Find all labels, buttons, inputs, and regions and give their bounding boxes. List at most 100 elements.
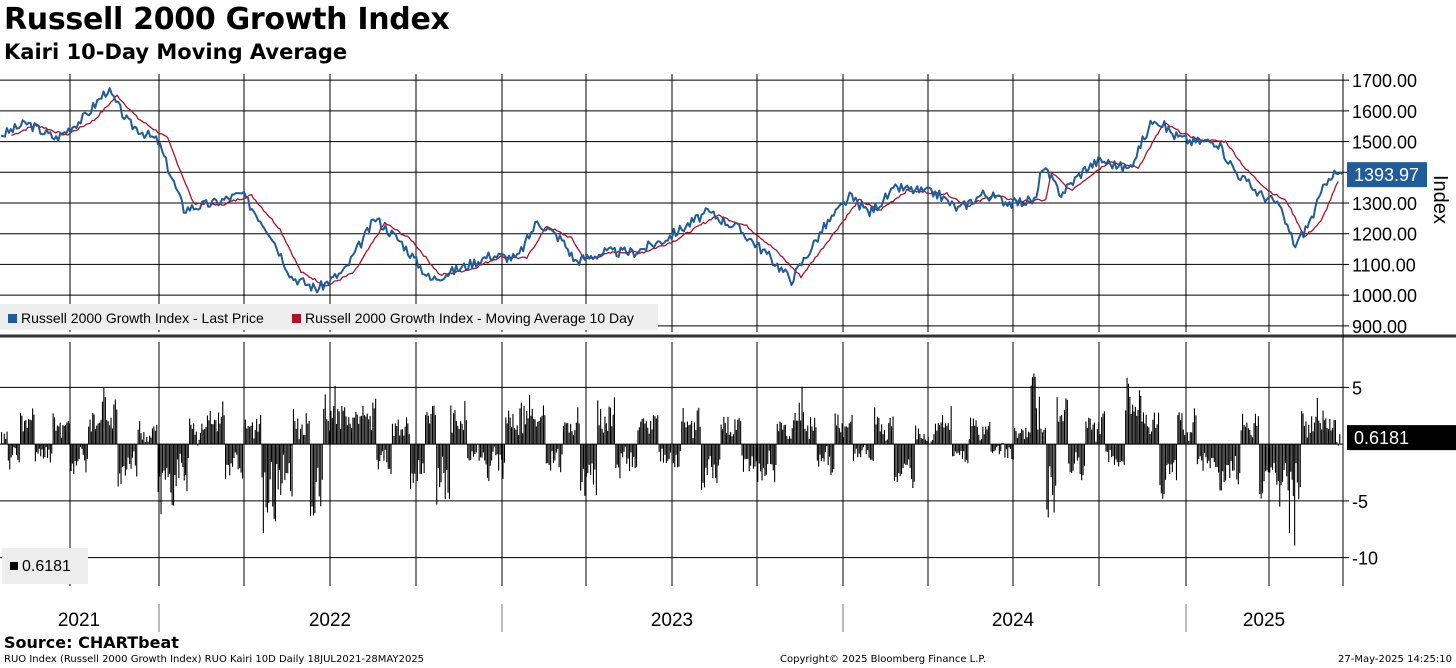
kairi-bar	[453, 413, 455, 445]
kairi-bar	[1038, 396, 1040, 445]
kairi-bar	[372, 402, 374, 445]
kairi-bar	[1294, 444, 1296, 546]
kairi-bar	[923, 433, 925, 445]
kairi-bar	[342, 410, 344, 445]
kairi-bar	[1162, 444, 1164, 499]
kairi-bar	[1227, 444, 1229, 465]
kairi-bar	[399, 435, 401, 445]
kairi-bar	[882, 434, 884, 445]
kairi-bar	[344, 407, 346, 445]
kairi-bar	[943, 427, 945, 445]
kairi-bar	[1318, 420, 1320, 445]
kairi-bar	[185, 444, 187, 475]
kairi-bar	[608, 406, 610, 445]
kairi-bar	[530, 415, 532, 445]
legend-label-kairi: 0.6181	[22, 558, 71, 575]
kairi-bar	[1120, 444, 1122, 461]
kairi-bar	[1021, 429, 1023, 445]
kairi-bar	[706, 444, 708, 476]
kairi-bar	[116, 409, 118, 445]
kairi-bar	[13, 444, 15, 448]
kairi-bar	[542, 405, 544, 445]
kairi-bar	[537, 421, 539, 445]
kairi-bar	[110, 417, 112, 445]
kairi-bar	[351, 428, 353, 445]
kairi-bar	[94, 429, 96, 445]
kairi-bar	[1078, 444, 1080, 458]
kairi-bar	[1012, 444, 1014, 460]
kairi-bar	[270, 444, 272, 462]
kairi-bar	[1184, 435, 1186, 445]
kairi-bar	[311, 444, 313, 507]
kairi-bar	[505, 417, 507, 445]
kairi-bar	[587, 444, 589, 473]
kairi-bar	[1173, 444, 1175, 463]
kairi-bar	[1152, 419, 1154, 445]
x-year-label: 2023	[651, 610, 693, 631]
kairi-bar	[430, 413, 432, 445]
kairi-bar	[365, 416, 367, 445]
kairi-bar	[1018, 433, 1020, 445]
kairi-bar	[789, 436, 791, 445]
x-year-label: 2025	[1243, 610, 1285, 631]
kairi-bar	[798, 402, 800, 445]
kairi-bar	[523, 405, 525, 445]
kairi-bar	[1033, 373, 1035, 445]
kairi-bar	[30, 420, 32, 445]
kairi-bar	[953, 444, 955, 456]
kairi-bar	[765, 444, 767, 475]
kairi-bar	[1129, 397, 1131, 445]
kairi-bar	[1280, 444, 1282, 485]
kairi-bar	[713, 444, 715, 465]
kairi-bar	[1073, 444, 1075, 464]
kairi-bar	[744, 444, 746, 460]
kairi-bar	[797, 420, 799, 445]
kairi-bar	[369, 415, 371, 445]
kairi-bar	[496, 444, 498, 455]
kairi-bar	[600, 408, 602, 445]
kairi-bar	[426, 412, 428, 445]
kairi-bar	[282, 444, 284, 455]
kairi-bar	[1229, 444, 1231, 478]
kairi-bar	[280, 444, 282, 495]
kairi-bar	[957, 444, 959, 453]
kairi-bar	[562, 426, 564, 445]
kairi-bar	[358, 423, 360, 445]
kairi-bar	[833, 444, 835, 470]
kairi-bar	[701, 444, 703, 491]
kairi-bar	[752, 444, 754, 469]
kairi-bar	[29, 419, 31, 445]
kairi-bar	[807, 425, 809, 445]
kairi-bar	[253, 438, 255, 445]
kairi-bar	[709, 444, 711, 457]
kairi-bar	[78, 444, 80, 459]
kairi-bar	[691, 420, 693, 445]
kairi-bar	[419, 444, 421, 474]
kairi-bar	[1192, 422, 1194, 445]
kairi-bar	[492, 444, 494, 452]
kairi-bar	[1063, 409, 1065, 445]
kairi-bar	[679, 444, 681, 452]
kairi-bar	[975, 420, 977, 445]
kairi-bar	[56, 425, 58, 445]
kairi-bar	[301, 424, 303, 445]
kairi-bar	[1132, 404, 1134, 445]
kairi-bar	[484, 444, 486, 461]
kairi-bar	[1068, 444, 1070, 464]
kairi-bar	[994, 444, 996, 451]
kairi-bar	[368, 419, 370, 445]
kairi-bar	[10, 444, 12, 458]
kairi-bar	[229, 444, 231, 476]
kairi-bar	[1226, 444, 1228, 466]
kairi-bar	[260, 415, 262, 445]
kairi-bar	[1027, 431, 1029, 445]
kairi-bar	[779, 421, 781, 445]
kairi-bar	[272, 444, 274, 507]
kairi-bar	[412, 444, 414, 483]
kairi-bar	[167, 444, 169, 477]
kairi-bar	[767, 444, 769, 465]
kairi-bar	[75, 444, 77, 466]
kairi-bar	[815, 427, 817, 445]
kairi-bar	[346, 425, 348, 445]
price-panel	[0, 87, 1343, 294]
